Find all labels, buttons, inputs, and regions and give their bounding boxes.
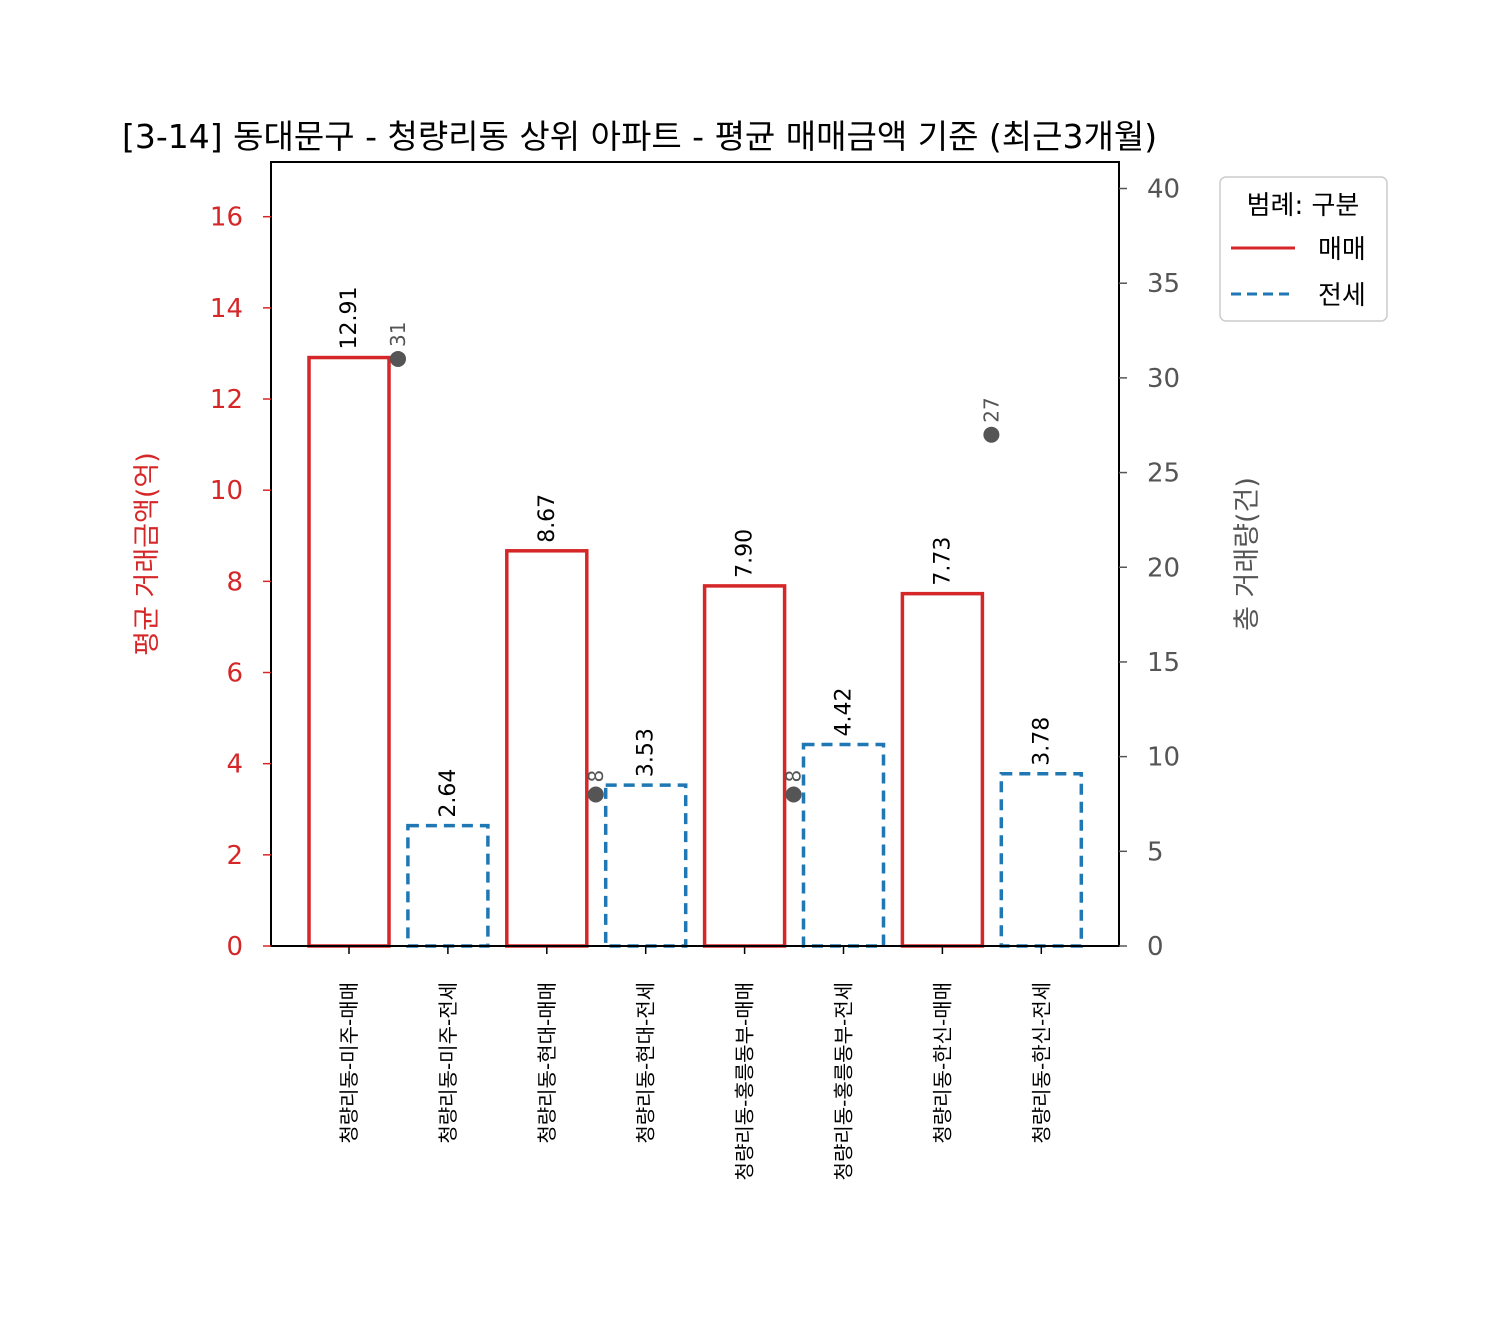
bar-sale xyxy=(900,591,985,948)
left-tick-label: 14 xyxy=(210,294,243,324)
right-tick-label: 35 xyxy=(1147,269,1180,299)
legend-title: 범례: 구분 xyxy=(1247,191,1360,221)
right-tick-label: 25 xyxy=(1147,459,1180,489)
x-axis: 청량리동-미주-매매 청량리동-미주-전세 청량리동-현대-매매 청량리동-현대-전세… xyxy=(337,946,1053,1180)
count-marker-dot-icon xyxy=(390,350,406,367)
right-tick-label: 20 xyxy=(1147,553,1180,583)
right-tick-label: 5 xyxy=(1147,837,1164,867)
right-tick-label: 40 xyxy=(1147,175,1180,205)
right-tick-label: 30 xyxy=(1147,364,1180,394)
count-marker-dot-icon xyxy=(587,786,604,803)
bar-value-label: 3.78 xyxy=(1029,717,1054,766)
left-tick-label: 12 xyxy=(210,385,243,415)
legend: 범례: 구분 매매 전세 xyxy=(1219,176,1388,322)
plot-frame xyxy=(270,161,1120,947)
count-label: 31 xyxy=(386,321,410,346)
count-label: 8 xyxy=(584,770,608,783)
right-axis-label: 총 거래량(건) xyxy=(1232,477,1263,631)
bar-jeonse xyxy=(406,823,490,948)
bar-value-label: 3.53 xyxy=(634,728,659,777)
bars-layer: 12.91 2.64 8.67 3.53 7.90 4.42 7.73 3.78 xyxy=(307,287,1084,948)
right-tick-label: 0 xyxy=(1147,932,1164,962)
bar-value-label: 7.73 xyxy=(930,537,955,586)
left-tick-label: 16 xyxy=(210,203,243,233)
legend-entry-jeonse: 전세 xyxy=(1318,281,1366,311)
bar-sale xyxy=(307,355,391,948)
legend-box xyxy=(1219,176,1388,322)
left-tick-label: 6 xyxy=(226,659,243,689)
count-markers-layer: 31 8 8 27 xyxy=(386,321,1003,803)
left-y-axis: 0 2 4 6 8 10 12 14 16 xyxy=(210,203,271,962)
x-tick-label: 청량리동-미주-전세 xyxy=(436,982,460,1144)
left-tick-label: 2 xyxy=(226,841,243,871)
bar-jeonse xyxy=(801,742,886,948)
bar-value-label: 8.67 xyxy=(535,494,560,543)
x-tick-label: 청량리동-홍릉동부-매매 xyxy=(733,982,757,1180)
left-tick-label: 4 xyxy=(226,750,243,780)
count-marker-dot-icon xyxy=(785,786,802,803)
legend-entry-sale: 매매 xyxy=(1318,235,1366,265)
count-marker-dot-icon xyxy=(983,426,1000,443)
left-tick-label: 10 xyxy=(210,476,243,506)
left-tick-label: 0 xyxy=(226,932,243,962)
right-tick-label: 15 xyxy=(1147,648,1180,678)
left-axis-label: 평균 거래금액(억) xyxy=(132,452,163,656)
count-label: 27 xyxy=(979,397,1003,422)
chart-title: [3-14] 동대문구 - 청량리동 상위 아파트 - 평균 매매금액 기준 (… xyxy=(122,117,1157,156)
bar-value-label: 7.90 xyxy=(733,529,758,578)
count-label: 8 xyxy=(782,770,806,783)
left-tick-label: 8 xyxy=(226,567,243,597)
bar-value-label: 2.64 xyxy=(436,769,461,818)
x-tick-label: 청량리동-홍릉동부-전세 xyxy=(832,982,856,1180)
bar-jeonse xyxy=(603,783,688,948)
right-tick-label: 10 xyxy=(1147,743,1180,773)
right-y-axis: 0 5 10 15 20 25 30 35 40 xyxy=(1119,175,1180,962)
x-tick-label: 청량리동-한신-전세 xyxy=(1029,982,1053,1144)
x-tick-label: 청량리동-미주-매매 xyxy=(337,982,361,1144)
bar-value-label: 12.91 xyxy=(337,287,362,350)
x-tick-label: 청량리동-현대-매매 xyxy=(535,982,559,1144)
bar-sale xyxy=(702,584,787,948)
bar-value-label: 4.42 xyxy=(832,688,857,737)
bar-jeonse xyxy=(999,771,1084,948)
x-tick-label: 청량리동-한신-매매 xyxy=(930,982,954,1144)
bar-sale xyxy=(505,549,589,948)
x-tick-label: 청량리동-현대-전세 xyxy=(634,982,658,1144)
